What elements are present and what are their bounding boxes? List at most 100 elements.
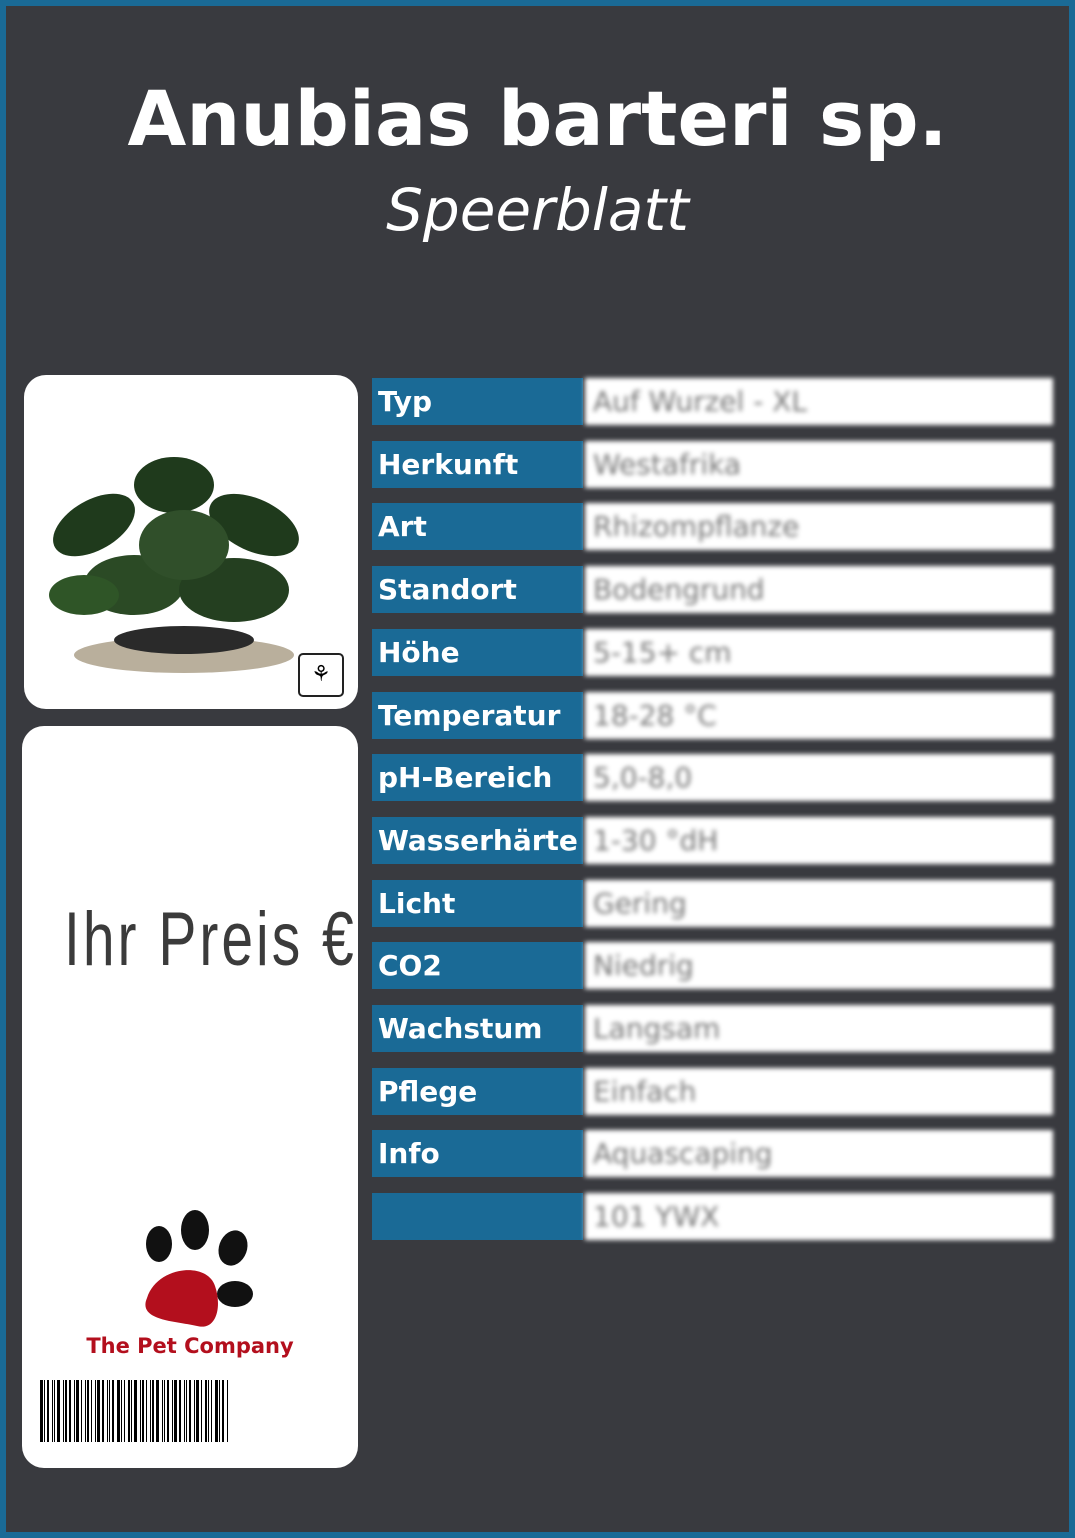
- barcode-bar: [174, 1380, 177, 1442]
- paw-logo-icon: [145, 1210, 253, 1327]
- spec-row: 101 YWX: [372, 1193, 1053, 1241]
- spec-row: Art Rhizompflanze: [372, 503, 1053, 551]
- barcode-bar: [222, 1380, 224, 1442]
- tropica-logo: ⚘: [298, 653, 344, 697]
- barcode-bar: [152, 1380, 154, 1442]
- barcode-bar: [107, 1380, 108, 1442]
- barcode-bar: [65, 1380, 67, 1442]
- barcode-bar: [227, 1380, 228, 1442]
- spec-row: Pflege Einfach: [372, 1067, 1053, 1115]
- plant-image: [49, 457, 299, 673]
- barcode-bar: [219, 1380, 220, 1442]
- spec-label: CO2: [372, 942, 583, 990]
- barcode-bar: [52, 1380, 53, 1442]
- barcode-bar: [44, 1380, 45, 1442]
- barcode-bar: [117, 1380, 120, 1442]
- barcode-bar: [63, 1380, 64, 1442]
- price-label: Ihr Preis €: [64, 897, 357, 982]
- spec-label: Herkunft: [372, 440, 583, 488]
- barcode-bar: [95, 1380, 96, 1442]
- spec-label: Pflege: [372, 1067, 583, 1115]
- barcode-bar: [57, 1380, 60, 1442]
- barcode-bar: [167, 1380, 169, 1442]
- spec-value: Auf Wurzel - XL: [585, 378, 1053, 425]
- barcode-bar: [184, 1380, 185, 1442]
- page-title: Anubias barteri sp.: [127, 74, 948, 163]
- barcode-bar: [69, 1380, 71, 1442]
- spec-row: Licht Gering: [372, 879, 1053, 927]
- spec-value: Bodengrund: [585, 566, 1053, 614]
- barcode-bar: [131, 1380, 132, 1442]
- barcode-bar: [140, 1380, 141, 1442]
- spec-label: Temperatur: [372, 691, 583, 739]
- brand-name: The Pet Company: [86, 1334, 294, 1358]
- barcode-bar: [205, 1380, 207, 1442]
- barcode-bar: [196, 1380, 199, 1442]
- spec-value: 101 YWX: [585, 1193, 1053, 1241]
- barcode-bar: [179, 1380, 181, 1442]
- spec-label: Wasserhärte: [372, 816, 583, 864]
- spec-row: Höhe 5-15+ cm: [372, 628, 1053, 676]
- spec-row: Herkunft Westafrika: [372, 440, 1053, 488]
- spec-label: [372, 1193, 583, 1241]
- product-image-card: ⚘: [24, 375, 358, 709]
- barcode-bar: [74, 1380, 75, 1442]
- spec-value: Einfach: [585, 1067, 1053, 1115]
- barcode-bar: [211, 1380, 212, 1442]
- page-subtitle: Speerblatt: [386, 176, 689, 244]
- barcode-bar: [164, 1380, 165, 1442]
- spec-row: pH-Bereich 5,0-8,0: [372, 754, 1053, 802]
- spec-value: Rhizompflanze: [585, 503, 1053, 551]
- barcode-bar: [81, 1380, 82, 1442]
- barcode-bar: [47, 1380, 49, 1442]
- barcode-bar: [54, 1380, 55, 1442]
- barcode-bar: [189, 1380, 191, 1442]
- barcode-bar: [215, 1380, 218, 1442]
- spec-label: Typ: [372, 378, 583, 425]
- barcode-bar: [76, 1380, 79, 1442]
- spec-row: Standort Bodengrund: [372, 566, 1053, 614]
- spec-value: 18-28 °C: [585, 691, 1053, 739]
- barcode-bar: [134, 1380, 137, 1442]
- spec-label: Höhe: [372, 628, 583, 676]
- barcode-bar: [156, 1380, 159, 1442]
- spec-row: CO2 Niedrig: [372, 942, 1053, 990]
- barcode-bar: [150, 1380, 151, 1442]
- spec-value: 5-15+ cm: [585, 628, 1053, 676]
- spec-value: 5,0-8,0: [585, 754, 1053, 802]
- spec-value: Aquascaping: [585, 1130, 1053, 1178]
- spec-row: Temperatur 18-28 °C: [372, 691, 1053, 739]
- barcode-bar: [186, 1380, 187, 1442]
- barcode-bar: [109, 1380, 110, 1442]
- barcode-bar: [102, 1380, 104, 1442]
- barcode-bar: [142, 1380, 144, 1442]
- spec-row: Wachstum Langsam: [372, 1005, 1053, 1052]
- barcode-bar: [97, 1380, 100, 1442]
- barcode-bar: [112, 1380, 114, 1442]
- spec-value: 1-30 °dH: [585, 816, 1053, 864]
- spec-value: Westafrika: [585, 440, 1053, 488]
- spec-label: pH-Bereich: [372, 754, 583, 802]
- spec-value: Niedrig: [585, 942, 1053, 990]
- spec-label: Info: [372, 1130, 583, 1178]
- barcode-bar: [128, 1380, 130, 1442]
- spec-row: Info Aquascaping: [372, 1130, 1053, 1178]
- barcode: [40, 1380, 348, 1442]
- barcode-bar: [124, 1380, 125, 1442]
- spec-value: Langsam: [585, 1005, 1053, 1052]
- barcode-bar: [194, 1380, 195, 1442]
- spec-value: Gering: [585, 879, 1053, 927]
- barcode-bar: [208, 1380, 209, 1442]
- barcode-bar: [172, 1380, 173, 1442]
- barcode-bar: [162, 1380, 163, 1442]
- barcode-bar: [201, 1380, 202, 1442]
- barcode-bar: [91, 1380, 92, 1442]
- spec-label: Art: [372, 503, 583, 551]
- spec-row: Typ Auf Wurzel - XL: [372, 378, 1053, 425]
- barcode-bar: [121, 1380, 122, 1442]
- spec-label: Standort: [372, 566, 583, 614]
- barcode-bar: [40, 1380, 43, 1442]
- spec-label: Licht: [372, 879, 583, 927]
- price-card: Ihr Preis € The Pet Company: [22, 726, 358, 1468]
